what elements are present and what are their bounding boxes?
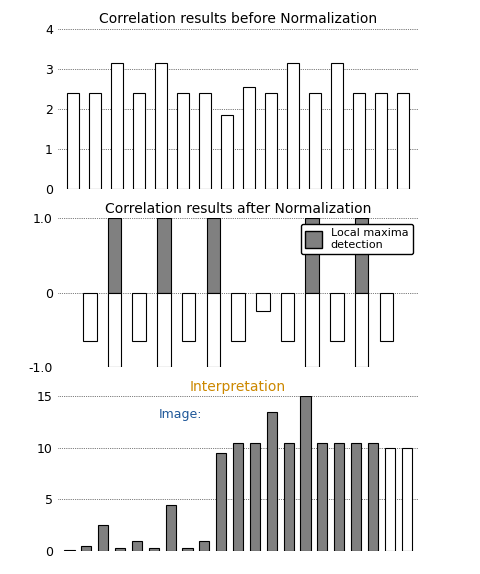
Bar bbox=[329, 293, 343, 341]
Bar bbox=[108, 218, 121, 293]
Title: Correlation results before Normalization: Correlation results before Normalization bbox=[99, 12, 376, 26]
Bar bbox=[148, 548, 158, 551]
Bar bbox=[83, 293, 96, 341]
Bar bbox=[300, 396, 310, 551]
Bar bbox=[283, 443, 293, 551]
Bar bbox=[287, 63, 299, 189]
Bar bbox=[250, 443, 260, 551]
Bar bbox=[354, 218, 368, 293]
Bar bbox=[181, 293, 195, 341]
Bar bbox=[132, 541, 142, 551]
Bar bbox=[242, 87, 254, 189]
Bar bbox=[264, 93, 276, 189]
Bar bbox=[157, 218, 170, 293]
Bar bbox=[367, 443, 377, 551]
Bar bbox=[305, 218, 318, 293]
Bar bbox=[206, 293, 220, 367]
Bar bbox=[317, 443, 327, 551]
Bar bbox=[182, 548, 192, 551]
Bar bbox=[108, 293, 121, 367]
Bar bbox=[352, 93, 364, 189]
Bar bbox=[98, 525, 108, 551]
Title: Correlation results after Normalization: Correlation results after Normalization bbox=[105, 201, 371, 216]
Bar bbox=[280, 293, 294, 341]
Bar bbox=[111, 63, 123, 189]
Bar bbox=[354, 293, 368, 367]
Bar bbox=[177, 93, 189, 189]
Bar bbox=[374, 93, 386, 189]
Legend: Local maxima
detection: Local maxima detection bbox=[300, 224, 412, 254]
Bar bbox=[89, 93, 101, 189]
Bar bbox=[266, 412, 276, 551]
Bar bbox=[379, 293, 392, 341]
Bar bbox=[81, 546, 91, 551]
Bar bbox=[133, 93, 145, 189]
Bar bbox=[199, 541, 209, 551]
Bar bbox=[206, 218, 220, 293]
Bar bbox=[157, 293, 170, 367]
Bar bbox=[308, 93, 321, 189]
Bar bbox=[221, 115, 233, 189]
Bar bbox=[330, 63, 342, 189]
Bar bbox=[67, 93, 79, 189]
Bar bbox=[216, 453, 226, 551]
Bar bbox=[401, 448, 411, 551]
Bar bbox=[232, 443, 243, 551]
Bar bbox=[64, 550, 74, 551]
Bar bbox=[255, 293, 269, 311]
Bar bbox=[305, 293, 318, 367]
Bar bbox=[115, 548, 125, 551]
Text: Image:: Image: bbox=[158, 409, 202, 421]
Bar bbox=[132, 293, 146, 341]
Bar bbox=[396, 93, 408, 189]
Bar bbox=[350, 443, 360, 551]
Bar bbox=[199, 93, 211, 189]
Bar bbox=[231, 293, 244, 341]
Bar bbox=[384, 448, 394, 551]
Title: Interpretation: Interpretation bbox=[190, 379, 286, 394]
Bar bbox=[155, 63, 167, 189]
Bar bbox=[334, 443, 344, 551]
Bar bbox=[165, 505, 175, 551]
